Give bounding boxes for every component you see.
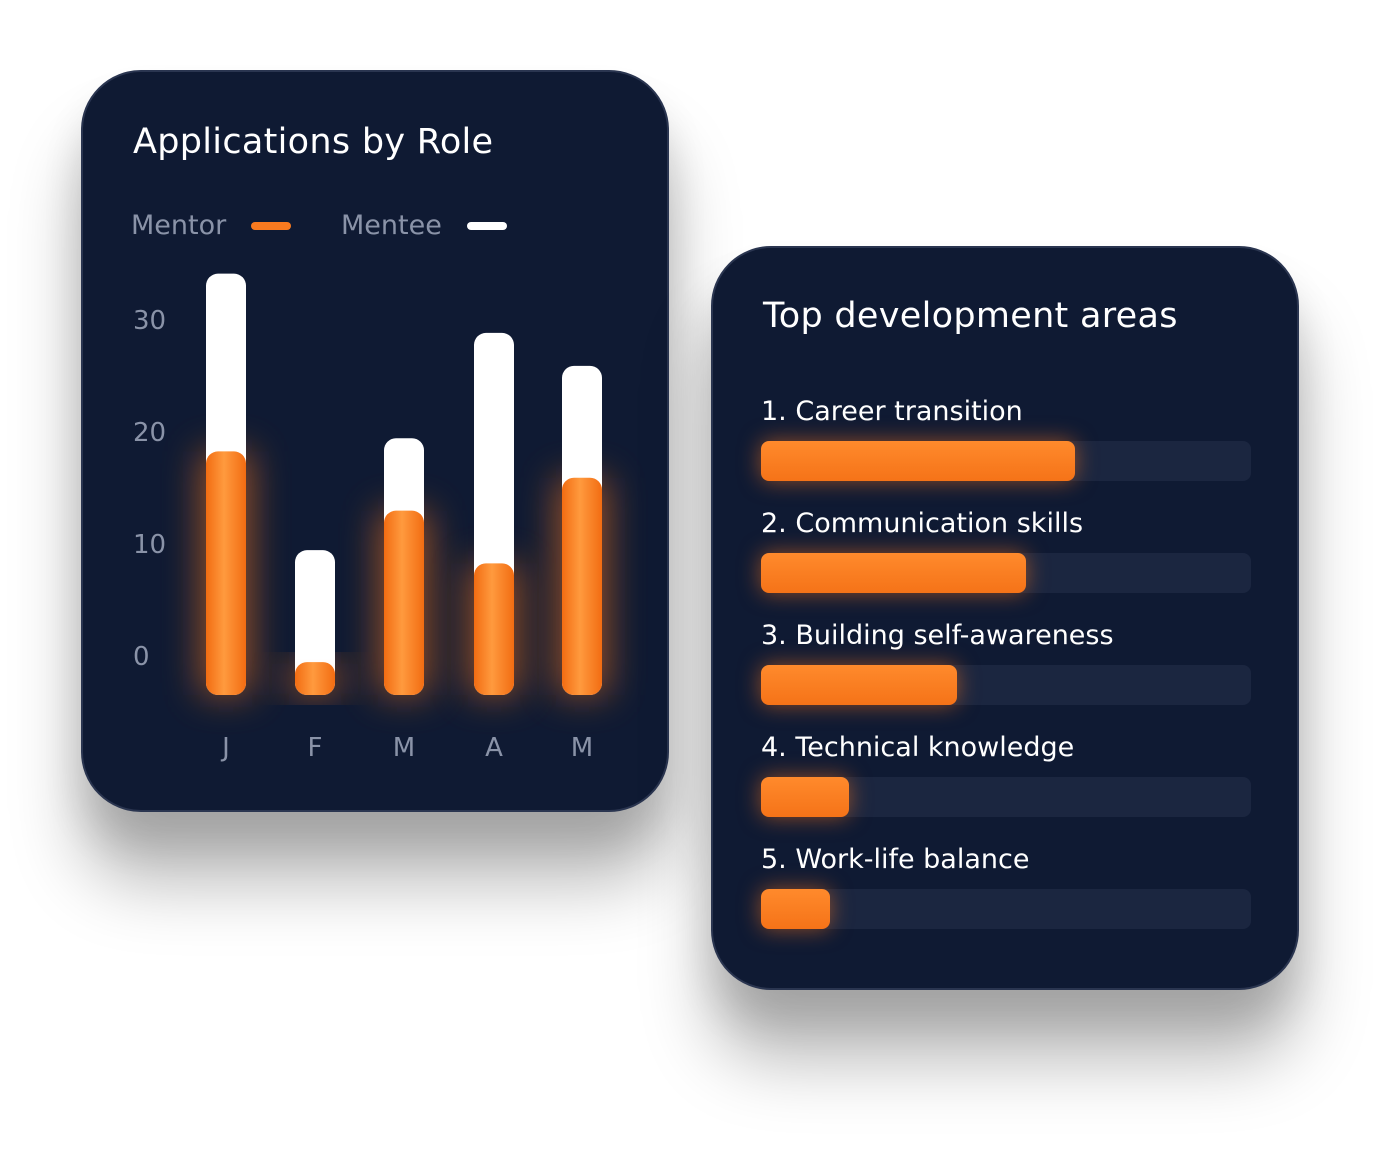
development-area-label: 3. Building self-awareness bbox=[761, 620, 1114, 651]
x-tick-label: M bbox=[571, 733, 593, 763]
development-area-label: 5. Work-life balance bbox=[761, 844, 1030, 875]
development-area-fill bbox=[761, 777, 850, 817]
bar-chart: 30 20 10 0 J F M A M bbox=[133, 273, 608, 763]
legend-mentor-label: Mentor bbox=[131, 210, 227, 241]
legend-mentor-swatch bbox=[251, 222, 291, 230]
x-tick-label: J bbox=[220, 733, 230, 763]
development-area-label: 4. Technical knowledge bbox=[761, 732, 1075, 763]
x-tick-label: A bbox=[485, 733, 503, 763]
development-area-fill bbox=[761, 889, 830, 929]
development-area-track bbox=[761, 889, 1251, 929]
development-area-fill bbox=[761, 665, 957, 705]
development-area-track bbox=[761, 553, 1251, 593]
development-area-fill bbox=[761, 553, 1026, 593]
development-area-track bbox=[761, 665, 1251, 705]
development-area-fill bbox=[761, 441, 1075, 481]
top-development-areas-card: Top development areas 1. Career transiti… bbox=[711, 246, 1299, 990]
y-tick-label: 20 bbox=[133, 418, 166, 448]
bar-mentor-3 bbox=[474, 563, 514, 695]
development-area-track bbox=[761, 441, 1251, 481]
bar-mentor-2 bbox=[384, 510, 424, 695]
y-tick-label: 0 bbox=[133, 642, 150, 672]
bar-mentor-4 bbox=[562, 477, 602, 695]
development-area-label: 1. Career transition bbox=[761, 396, 1023, 427]
y-tick-label: 30 bbox=[133, 306, 166, 336]
applications-by-role-card: Applications by Role Mentor Mentee 30 20 1… bbox=[81, 70, 669, 812]
bar-mentor-0 bbox=[206, 451, 246, 695]
bar-mentor-1 bbox=[295, 662, 335, 695]
chart-title: Applications by Role bbox=[133, 122, 494, 162]
x-tick-label: F bbox=[308, 733, 323, 763]
legend-mentee-label: Mentee bbox=[341, 210, 442, 241]
development-area-label: 2. Communication skills bbox=[761, 508, 1084, 539]
y-tick-label: 10 bbox=[133, 530, 166, 560]
areas-title: Top development areas bbox=[763, 296, 1178, 336]
development-area-track bbox=[761, 777, 1251, 817]
bar-mentee-1 bbox=[295, 550, 335, 695]
legend-mentee-swatch bbox=[467, 222, 507, 230]
x-tick-label: M bbox=[393, 733, 415, 763]
